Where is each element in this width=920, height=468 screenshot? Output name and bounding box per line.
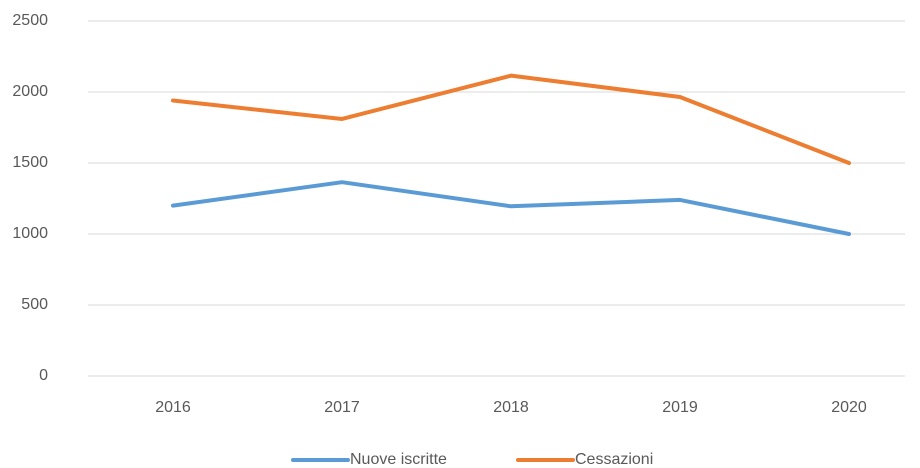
legend-label: Cessazioni [575,451,653,468]
x-tick-label: 2016 [155,399,191,416]
y-tick-label: 2500 [12,12,48,29]
x-tick-label: 2019 [662,399,698,416]
y-tick-label: 500 [21,296,48,313]
y-tick-label: 2000 [12,83,48,100]
y-tick-label: 1000 [12,225,48,242]
data-line [171,180,851,236]
legend-label: Nuove iscritte [350,451,447,468]
x-tick-label: 2020 [831,399,867,416]
y-tick-label: 0 [39,367,48,384]
x-tick-label: 2017 [324,399,360,416]
y-tick-label: 1500 [12,154,48,171]
x-tick-label: 2018 [493,399,529,416]
data-line [171,73,851,165]
